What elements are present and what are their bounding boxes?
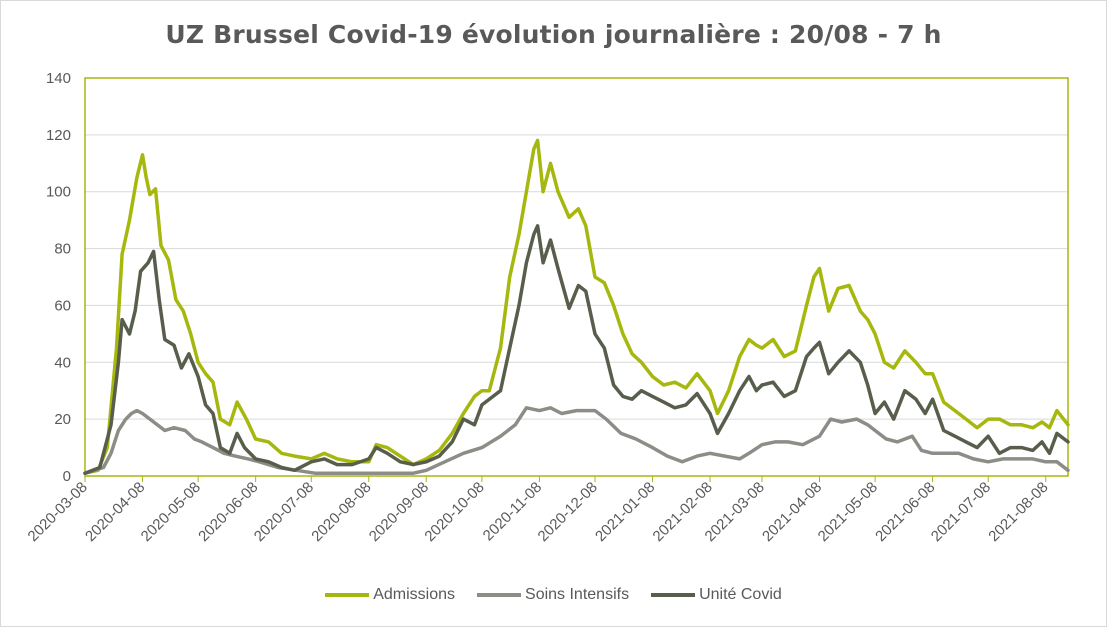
series-line-admissions xyxy=(83,138,1070,475)
x-tick-label: 2021-07-08 xyxy=(928,479,994,545)
legend-label: Admissions xyxy=(373,586,456,603)
x-tick-label: 2020-08-08 xyxy=(308,479,374,545)
legend-item: Admissions xyxy=(325,586,455,604)
y-tick-label: 0 xyxy=(63,468,71,485)
x-tick-label: 2020-03-08 xyxy=(25,479,91,545)
x-tick-label: 2020-10-08 xyxy=(421,479,487,545)
y-tick-label: 20 xyxy=(54,411,71,428)
x-tick-label: 2020-05-08 xyxy=(138,479,204,545)
legend-item: Unité Covid xyxy=(651,586,782,604)
legend: Admissions Soins Intensifs Unité Covid xyxy=(0,586,1107,604)
y-tick-label: 40 xyxy=(54,354,71,371)
x-tick-label: 2021-05-08 xyxy=(815,479,881,545)
y-tick-label: 120 xyxy=(46,127,71,144)
legend-swatch xyxy=(651,593,696,597)
series-line-unit-covid xyxy=(83,224,1070,475)
series-line-soins-intensifs xyxy=(83,406,1070,475)
x-tick-label: 2021-08-08 xyxy=(985,479,1051,545)
legend-label: Unité Covid xyxy=(699,586,782,603)
plot-border xyxy=(84,77,1069,477)
legend-swatch xyxy=(477,593,522,597)
legend-label: Soins Intensifs xyxy=(525,586,630,603)
y-tick-label: 80 xyxy=(54,241,71,258)
x-tick-label: 2020-07-08 xyxy=(251,479,317,545)
chart-title: UZ Brussel Covid-19 évolution journalièr… xyxy=(165,20,942,49)
x-tick-label: 2021-01-08 xyxy=(592,479,658,545)
legend-item: Soins Intensifs xyxy=(477,586,629,604)
gridlines xyxy=(85,134,1068,420)
y-tick-label: 140 xyxy=(46,70,71,87)
legend-swatch xyxy=(325,593,370,597)
x-tick-label: 2020-12-08 xyxy=(535,479,601,545)
y-tick-label: 60 xyxy=(54,297,71,314)
series-lines xyxy=(83,138,1070,475)
y-tick-label: 100 xyxy=(46,184,71,201)
